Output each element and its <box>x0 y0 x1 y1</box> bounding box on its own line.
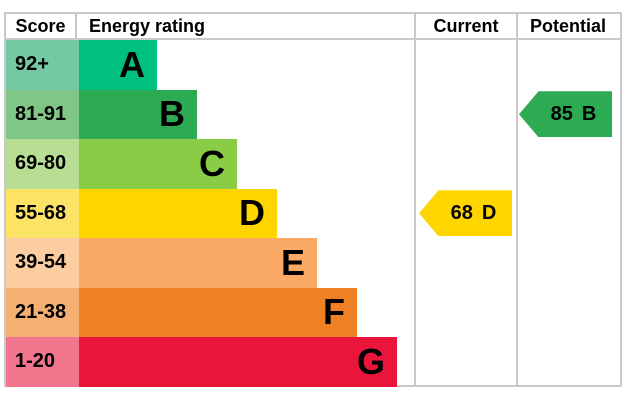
band-letter-g: G <box>356 340 385 382</box>
band-bar-g: G <box>79 337 397 387</box>
band-row-g: 1-20 G <box>6 337 620 387</box>
potential-band-letter: B <box>581 102 597 125</box>
band-letter-a: A <box>119 43 145 85</box>
band-bar-f: F <box>79 287 357 337</box>
band-row-f: 21-38 F <box>6 287 620 337</box>
band-letter-b: B <box>159 93 185 135</box>
current-band-letter: D <box>481 201 497 224</box>
score-range-d: 55-68 <box>6 188 79 238</box>
score-range-c: 69-80 <box>6 139 79 189</box>
score-range-f: 21-38 <box>6 287 79 337</box>
band-bar-c: C <box>79 139 237 189</box>
band-row-a: 92+ A <box>6 40 620 90</box>
header-potential: Potential <box>529 15 606 36</box>
band-row-e: 39-54 E <box>6 238 620 288</box>
band-bar-e: E <box>79 238 317 288</box>
band-row-c: 69-80 C <box>6 139 620 189</box>
band-letter-e: E <box>280 241 305 283</box>
band-bar-a: A <box>79 40 157 90</box>
score-range-g: 1-20 <box>6 337 79 387</box>
current-column-divider <box>414 14 416 385</box>
band-letter-d: D <box>239 192 265 234</box>
header-energy-rating: Energy rating <box>89 15 206 36</box>
potential-rating-arrow: 85 B <box>519 91 612 138</box>
band-bar-b: B <box>79 89 197 139</box>
table-header: Score Energy rating Current Potential <box>6 14 620 40</box>
header-current: Current <box>433 15 499 36</box>
band-row-d: 55-68 D <box>6 188 620 238</box>
score-range-b: 81-91 <box>6 89 79 139</box>
header-score: Score <box>6 14 77 38</box>
current-rating-arrow: 68 D <box>419 190 512 237</box>
potential-score: 85 <box>550 102 573 125</box>
band-bar-d: D <box>79 188 277 238</box>
score-range-a: 92+ <box>6 40 79 90</box>
score-range-e: 39-54 <box>6 238 79 288</box>
potential-column-divider <box>516 14 518 385</box>
current-score: 68 <box>450 201 473 224</box>
band-letter-f: F <box>323 291 345 333</box>
epc-table: Score Energy rating Current Potential 92… <box>4 12 622 387</box>
band-row-b: 81-91 B <box>6 89 620 139</box>
band-letter-c: C <box>199 142 225 184</box>
